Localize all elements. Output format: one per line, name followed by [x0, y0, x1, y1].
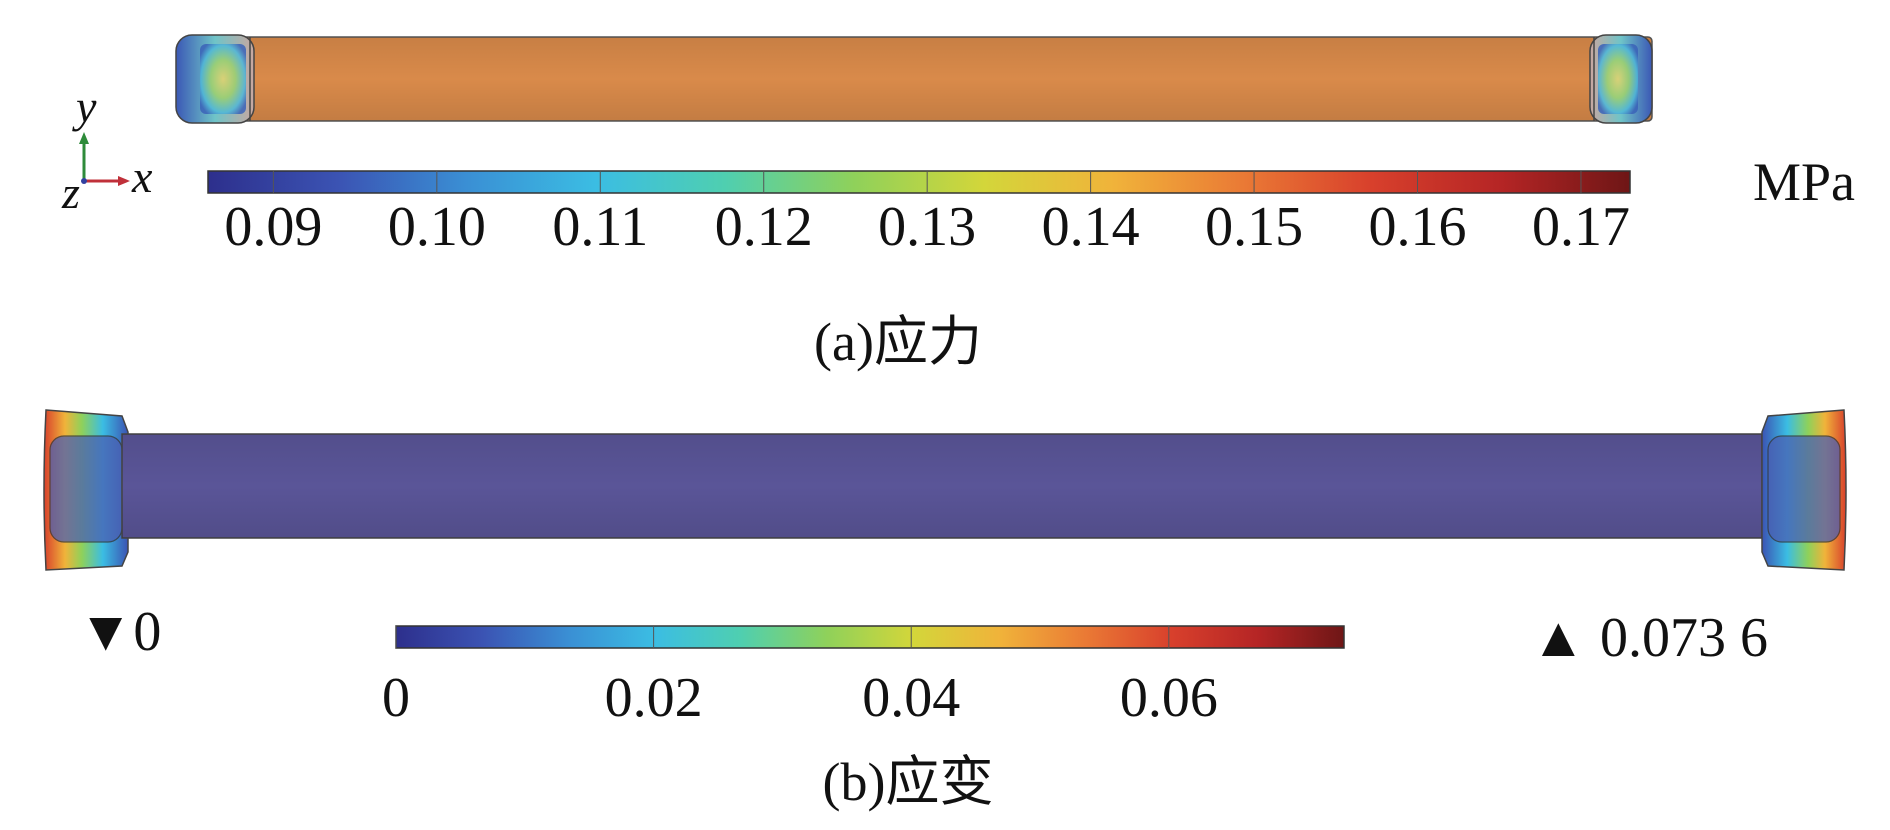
strain-beam-shading [122, 434, 1762, 538]
strain-colorbar [395, 625, 1345, 649]
strain-tick-label: 0.04 [862, 667, 960, 729]
stress-tick-label: 0.11 [552, 196, 648, 258]
strain-min-label: ▼0 [78, 601, 161, 663]
stress-beam-left-end [175, 34, 255, 124]
stress-colorbar-ticks: 0.09 0.10 0.11 0.12 0.13 0.14 0.15 0.16 0.17 [224, 171, 1630, 258]
stress-tick-label: 0.12 [715, 196, 813, 258]
stress-tick-label: 0.09 [224, 196, 322, 258]
strain-tick-label: 0 [382, 667, 410, 729]
axis-y-label: y [72, 81, 97, 132]
axis-z-label: z [61, 167, 80, 218]
panel-a-caption: (a)应力 [814, 312, 982, 372]
strain-max-label: ▲ 0.073 6 [1531, 607, 1768, 669]
stress-tick-label: 0.16 [1369, 196, 1467, 258]
stress-unit-label: MPa [1753, 152, 1855, 212]
stress-beam-shading [182, 37, 1652, 121]
panel-b: ▼0 ▲ 0.073 6 0 0.02 0.04 0.06 (b)应变 [43, 409, 1847, 812]
strain-beam-right-end [1761, 409, 1847, 571]
panel-b-caption: (b)应变 [823, 752, 994, 812]
panel-a: y x z 0.09 0.10 0.11 0.12 0.13 0.14 0.15 0.16 0.… [61, 34, 1855, 372]
stress-tick-label: 0.13 [878, 196, 976, 258]
strain-beam-left-end [43, 409, 129, 571]
axis-x-label: x [131, 151, 153, 202]
stress-tick-label: 0.15 [1205, 196, 1303, 258]
stress-tick-label: 0.10 [388, 196, 486, 258]
stress-tick-label: 0.17 [1532, 196, 1630, 258]
strain-tick-label: 0.06 [1120, 667, 1218, 729]
strain-colorbar-ticks: 0 0.02 0.04 0.06 [382, 626, 1218, 729]
stress-colorbar [207, 170, 1631, 194]
stress-tick-label: 0.14 [1042, 196, 1140, 258]
stress-beam-right-end [1589, 34, 1653, 124]
strain-tick-label: 0.02 [605, 667, 703, 729]
axis-triad: y x z [61, 81, 153, 218]
